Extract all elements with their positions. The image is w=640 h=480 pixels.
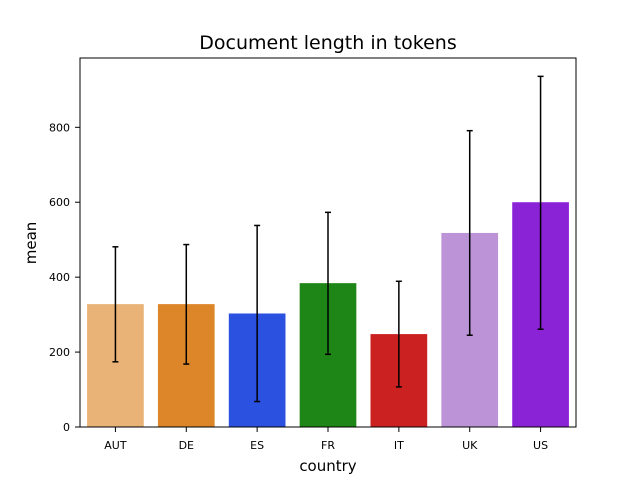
error-bar-aut [112,246,119,363]
x-tick-label: DE [179,439,194,452]
chart-title: Document length in tokens [199,32,456,54]
y-tick-label: 800 [49,121,70,134]
error-bar-us [537,75,544,330]
x-axis: AUT DE ES FR IT UK US [104,427,548,452]
error-bar-es [254,224,261,403]
x-tick-label: UK [462,439,478,452]
y-tick-label: 400 [49,271,70,284]
y-axis: 0 200 400 600 800 [49,121,80,434]
x-axis-label: country [299,457,356,475]
error-bar-it [395,280,402,388]
x-tick-label: ES [250,439,264,452]
x-tick-label: IT [394,439,404,452]
x-tick-label: AUT [104,439,127,452]
error-bar-fr [325,211,331,356]
y-tick-label: 200 [49,346,70,359]
y-tick-label: 0 [63,421,70,434]
x-tick-label: FR [321,439,335,452]
error-bar-de [183,243,190,365]
error-bar-uk [466,129,473,336]
error-bars-layer [112,75,544,403]
y-axis-label: mean [22,222,40,265]
y-tick-label: 600 [49,196,70,209]
x-tick-label: US [533,439,548,452]
